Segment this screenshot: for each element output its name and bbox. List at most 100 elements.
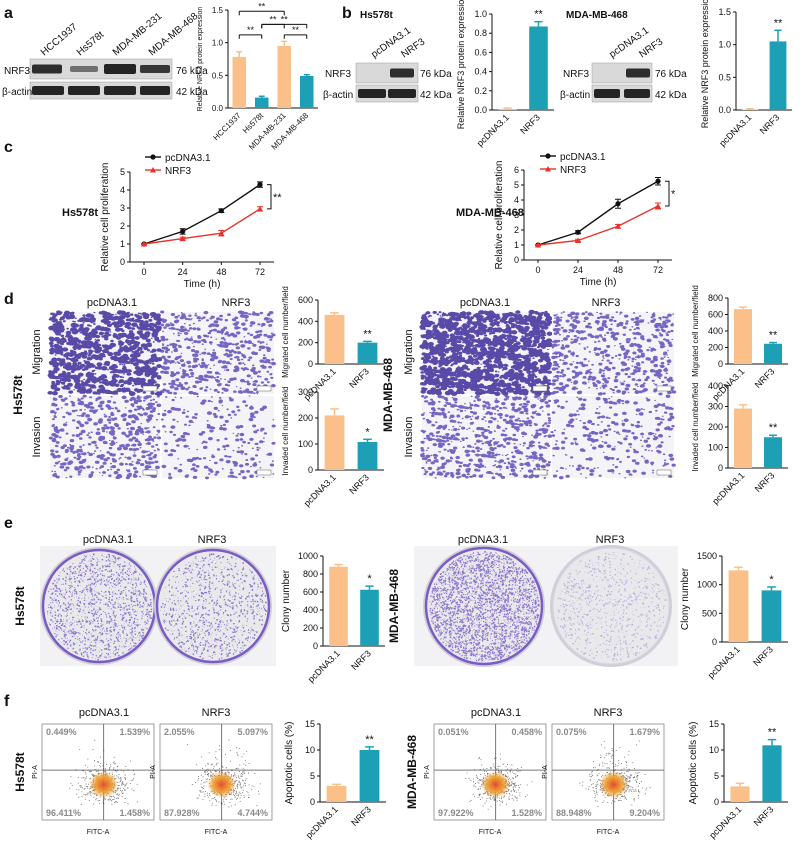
data-point [655, 203, 661, 209]
x-tick-label: NRF3 [752, 804, 776, 828]
quadrant-percentage: 88.948% [556, 808, 592, 818]
y-tick-label: 100 [298, 439, 313, 449]
group-label: pcDNA3.1 [460, 297, 510, 309]
stained-cells [160, 310, 277, 396]
scale-bar [532, 385, 548, 392]
data-point [257, 205, 263, 212]
y-axis-label: PI-A [542, 765, 549, 779]
stained-cells [48, 394, 162, 480]
y-axis-label: Clony number [281, 569, 292, 632]
blot-membrane [355, 62, 419, 84]
x-tick-label: NRF3 [349, 804, 373, 828]
quadrant-percentage: 4.744% [237, 808, 268, 818]
y-tick-label: 0.0 [718, 105, 731, 115]
y-tick-label: 300 [298, 387, 313, 397]
cell-line-title: MDA-MB-468 [456, 207, 524, 219]
x-axis-label: FITC-A [205, 829, 228, 836]
y-tick-label: 4 [514, 195, 519, 205]
micrograph-hs-migration-nrf3 [160, 310, 277, 396]
micrograph-hs-invasion-nrf3 [160, 395, 276, 480]
panel-letter-c: c [4, 139, 13, 156]
blot-label: β-actin [560, 90, 590, 101]
y-tick-label: 400 [708, 381, 723, 391]
significance-mark: ** [292, 25, 300, 35]
bar-NRF3 [764, 437, 782, 468]
x-tick-label: 0 [535, 265, 540, 275]
y-tick-label: 200 [298, 338, 313, 348]
quadrant-percentage: 0.458% [511, 727, 542, 737]
data-point [218, 208, 224, 214]
y-axis-label: Apoptotic cells (%) [284, 722, 295, 805]
y-tick-label: 0.4 [474, 67, 487, 77]
blot-membrane [591, 62, 653, 84]
y-tick-label: 600 [303, 587, 318, 597]
stained-cells [550, 311, 677, 396]
x-tick-label: pcDNA3.1 [707, 804, 743, 840]
bar-pcDNA3.1 [734, 408, 752, 468]
cell-line-title: Hs578t [11, 375, 25, 414]
kda-label: 42 kDa [655, 90, 687, 101]
blot-nrf3-b2 [591, 62, 653, 84]
y-tick-label: 1 [514, 240, 519, 250]
line-chart-c1: 0 1 2 3 4 5 0 24 48 72 Time (h) Relative cell proli… [100, 153, 282, 290]
significance-mark: ** [273, 192, 282, 204]
density-hotspot [481, 771, 511, 798]
y-tick-label: 0.6 [474, 47, 487, 57]
dish-well [552, 547, 670, 665]
blot-band [358, 89, 386, 98]
y-tick-label: 100 [708, 443, 723, 453]
x-tick-label: pcDNA3.1 [717, 112, 753, 148]
scale-bar [256, 469, 272, 476]
quadrant-percentage: 2.055% [164, 727, 195, 737]
kda-label: 76 kDa [176, 66, 208, 77]
flow-plot-frame [433, 723, 547, 821]
bar-NRF3 [764, 343, 782, 364]
y-tick-label: 0.0 [212, 104, 224, 113]
y-tick-label: 3 [120, 203, 125, 213]
event-dots [69, 739, 138, 805]
cell-line-title: Hs578t [13, 586, 27, 625]
group-label: pcDNA3.1 [83, 534, 133, 546]
x-tick-label: NRF3 [753, 470, 777, 494]
significance-mark: ** [269, 14, 277, 24]
legend-label: NRF3 [165, 166, 192, 177]
significance-mark: * [671, 189, 676, 201]
colony-dish-hs-nrf3 [154, 547, 272, 665]
data-point [575, 237, 581, 243]
x-tick-label: NRF3 [347, 472, 371, 496]
group-label: NRF3 [202, 707, 231, 719]
y-axis-label: PI-A [424, 765, 431, 779]
y-tick-label: 1.5 [212, 6, 224, 15]
data-point [535, 242, 541, 248]
legend-label: pcDNA3.1 [165, 153, 211, 164]
x-axis-label: FITC-A [597, 829, 620, 836]
density-hotspot [599, 771, 629, 798]
significance-mark: ** [774, 17, 783, 29]
quadrant-percentage: 0.449% [46, 727, 77, 737]
stained-cells [160, 395, 276, 480]
bar-NRF3 [769, 41, 787, 110]
data-point [655, 178, 661, 184]
x-tick-label: 0 [141, 267, 146, 277]
y-tick-label: 0 [712, 637, 717, 647]
dish-well [155, 548, 271, 664]
y-tick-label: 0 [718, 359, 723, 369]
bar-pcDNA3.1 [741, 109, 759, 110]
blot-actin-b2 [591, 84, 653, 103]
y-axis-label: Migrated cell number/field [691, 285, 700, 377]
flow-plot-frame [159, 723, 273, 821]
y-tick-label: 5 [514, 180, 519, 190]
y-tick-label: 0.0 [474, 105, 487, 115]
scale-bar [656, 469, 672, 476]
significance-mark: ** [365, 734, 374, 746]
significance-bracket [665, 180, 670, 207]
y-tick-label: 2 [514, 225, 519, 235]
blot-band [104, 86, 136, 95]
x-tick-label: 72 [653, 265, 663, 275]
y-tick-label: 1500 [697, 551, 717, 561]
bar-MDA-MB-231 [277, 45, 291, 108]
x-tick-label: 72 [255, 267, 265, 277]
bar-NRF3 [529, 26, 548, 111]
group-label: NRF3 [596, 534, 625, 546]
